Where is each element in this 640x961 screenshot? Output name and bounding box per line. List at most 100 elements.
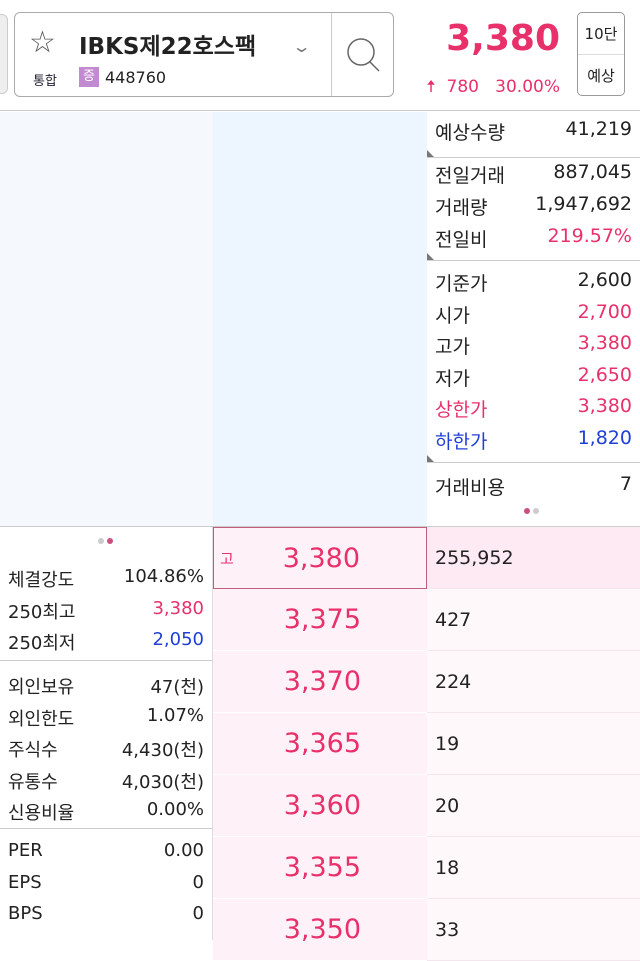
- expected-button[interactable]: 예상: [587, 67, 615, 85]
- price-cell[interactable]: 3,355: [213, 837, 427, 899]
- price-value: 3,360: [283, 790, 361, 821]
- orderbook-row[interactable]: 3,350 33: [213, 899, 640, 961]
- info-row: 거래비용 7: [435, 473, 632, 500]
- row-value: 3,380: [577, 332, 632, 354]
- orderbook-row[interactable]: 고 3,380 255,952: [213, 527, 640, 589]
- info-row: 저가 2,650: [435, 364, 632, 391]
- row-label: 고가: [435, 336, 470, 358]
- info-row: 250최고 3,380: [8, 598, 204, 624]
- quantity-cell: 18: [427, 837, 640, 899]
- info-row: 주식수 4,430(천): [8, 736, 204, 762]
- price-value: 3,375: [283, 604, 361, 635]
- orderbook-row[interactable]: 3,360 20: [213, 775, 640, 837]
- view-buttons: 10단 예상: [577, 12, 625, 96]
- quantity-cell: 427: [427, 589, 640, 651]
- change-value: 780: [446, 77, 479, 97]
- row-label: 거래비용: [435, 477, 505, 499]
- corner-mark: [427, 455, 434, 462]
- price-cell[interactable]: 고 3,380: [213, 527, 427, 589]
- info-row: PER 0.00: [8, 840, 204, 861]
- price-cell[interactable]: 3,375: [213, 589, 427, 651]
- info-row: 상한가 3,380: [435, 395, 632, 422]
- price-cell[interactable]: 3,360: [213, 775, 427, 837]
- row-label: 주식수: [8, 740, 58, 761]
- row-value: 104.86%: [123, 566, 204, 587]
- info-row: BPS 0: [8, 903, 204, 924]
- price-cell[interactable]: 3,365: [213, 713, 427, 775]
- divider: [0, 660, 212, 661]
- row-value: 7: [619, 473, 632, 495]
- price-cell[interactable]: 3,370: [213, 651, 427, 713]
- stock-stats-panel: 체결강도 104.86% 250최고 3,380 250최저 2,050 외인보유 47(천)…: [0, 527, 213, 940]
- row-label: 예상수량: [435, 122, 505, 144]
- row-label: 시가: [435, 304, 470, 327]
- price-value: 3,370: [283, 666, 361, 697]
- row-value: 47(천): [150, 677, 204, 698]
- orderbook-row[interactable]: 3,365 19: [213, 713, 640, 775]
- info-row: 유통수 4,030(천): [8, 768, 204, 794]
- info-row: EPS 0: [8, 872, 204, 893]
- quantity-cell: 255,952: [427, 527, 640, 589]
- divider: [427, 462, 640, 463]
- row-value: 0.00%: [146, 799, 204, 820]
- row-value: 2,700: [577, 300, 632, 323]
- row-label: 유통수: [8, 771, 58, 793]
- row-value: 3,380: [577, 395, 632, 417]
- info-row: 체결강도 104.86%: [8, 566, 204, 592]
- info-row: 시가 2,700: [435, 301, 632, 328]
- ask-price-area: [213, 112, 427, 526]
- row-value: 1,947,692: [535, 193, 632, 215]
- row-label: 기준가: [435, 273, 488, 295]
- row-value: 0: [192, 871, 204, 893]
- row-value: 2,600: [577, 269, 632, 291]
- price-value: 3,365: [283, 728, 361, 759]
- info-row: 외인보유 47(천): [8, 673, 204, 699]
- info-row: 예상수량 41,219: [435, 118, 632, 145]
- row-label: 250최고: [8, 601, 76, 623]
- info-panel: 예상수량 41,219 전일거래 887,045 거래량 1,947,692 전일비 219.…: [427, 112, 640, 526]
- row-value: 41,219: [565, 118, 632, 140]
- row-label: 하한가: [435, 430, 488, 453]
- row-value: 1.07%: [146, 704, 204, 726]
- orderbook-row[interactable]: 3,355 18: [213, 837, 640, 899]
- row-value: 887,045: [553, 161, 632, 183]
- row-label: EPS: [8, 871, 42, 893]
- info-row: 고가 3,380: [435, 332, 632, 359]
- margin-badge: 증: [79, 67, 99, 87]
- search-button[interactable]: [331, 13, 394, 96]
- chevron-down-icon[interactable]: ⌄: [291, 37, 312, 56]
- orderbook-row[interactable]: 3,375 427: [213, 589, 640, 651]
- row-label: PER: [8, 840, 43, 861]
- ask-volume-area: [0, 112, 213, 526]
- info-row: 외인한도 1.07%: [8, 705, 204, 731]
- info-row: 전일거래 887,045: [435, 161, 632, 188]
- row-label: 거래량: [435, 197, 488, 219]
- info-row: 전일비 219.57%: [435, 225, 632, 252]
- row-value: 0.00: [163, 840, 204, 861]
- row-label: 250최저: [8, 633, 76, 654]
- row-value: 3,380: [152, 597, 204, 619]
- row-value: 219.57%: [547, 225, 632, 247]
- divider: [0, 828, 212, 829]
- search-icon: [347, 38, 380, 72]
- page-indicator: [98, 538, 113, 544]
- levels-button[interactable]: 10단: [578, 13, 624, 55]
- side-drawer-handle[interactable]: [0, 14, 8, 94]
- price-change: 🠅 780 30.00%: [426, 74, 560, 103]
- star-icon[interactable]: ☆: [29, 25, 56, 60]
- stock-name[interactable]: IBKS제22호스팩: [79, 34, 257, 60]
- row-label: 저가: [435, 367, 470, 390]
- stock-code: 448760: [105, 68, 167, 87]
- price-cell[interactable]: 3,350: [213, 899, 427, 961]
- divider: [427, 260, 640, 261]
- orderbook-lower: 체결강도 104.86% 250최고 3,380 250최저 2,050 외인보유 47(천)…: [0, 526, 640, 961]
- row-label: 외인한도: [8, 708, 75, 730]
- row-value: 0: [192, 903, 204, 924]
- row-label: 전일비: [435, 229, 488, 251]
- stock-selector[interactable]: ☆ IBKS제22호스팩 ⌄ 통합 증 448760: [14, 12, 394, 97]
- quantity-cell: 224: [427, 651, 640, 713]
- info-row: 하한가 1,820: [435, 427, 632, 454]
- orderbook-row[interactable]: 3,370 224: [213, 651, 640, 713]
- row-value: 4,430(천): [121, 740, 204, 761]
- row-label: 신용비율: [8, 803, 75, 824]
